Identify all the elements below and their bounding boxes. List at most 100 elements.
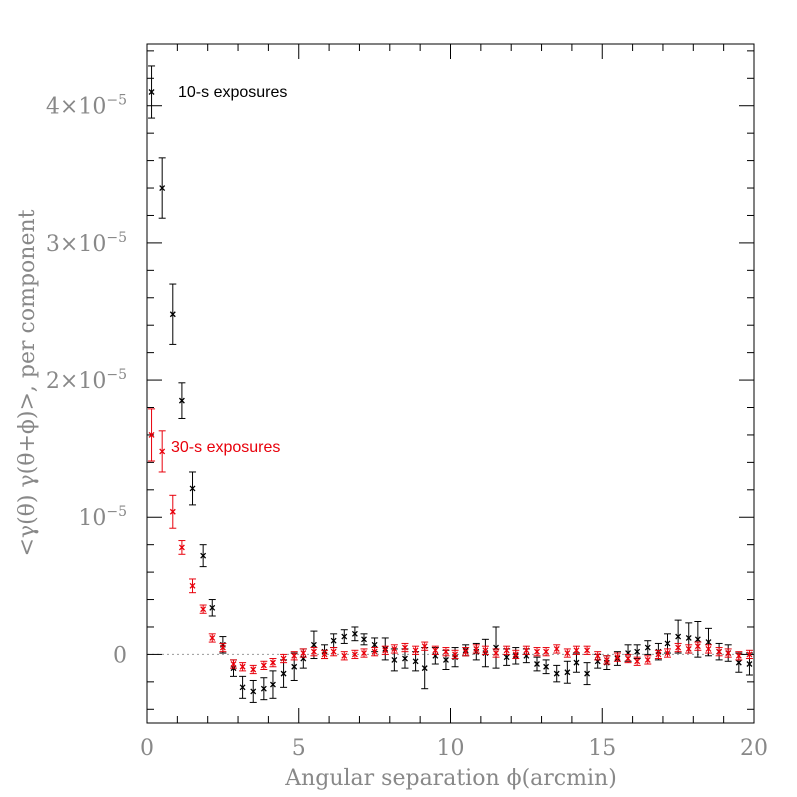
data-point [674, 642, 682, 653]
cross-marker [534, 648, 540, 655]
data-point [169, 494, 177, 529]
data-point [421, 641, 429, 651]
x-tick-label: 20 [740, 736, 768, 761]
cross-marker [634, 648, 641, 655]
data-point [321, 649, 329, 660]
data-point [583, 645, 591, 655]
cross-marker [200, 552, 207, 559]
cross-marker [564, 669, 571, 676]
data-point [269, 670, 277, 699]
cross-marker [432, 647, 439, 654]
y-tick-label: 0 [113, 643, 127, 668]
cross-marker [735, 652, 742, 659]
cross-marker [330, 637, 337, 644]
series-layer [148, 65, 753, 703]
data-point [603, 655, 611, 665]
x-tick-label: 0 [140, 736, 154, 761]
data-point [542, 659, 550, 675]
data-point [351, 626, 359, 642]
data-point [451, 649, 459, 660]
data-point [340, 629, 348, 644]
data-point [208, 599, 216, 617]
x-tick-label: 10 [437, 736, 465, 761]
data-point [260, 660, 268, 671]
data-point [249, 679, 257, 703]
data-point [633, 644, 641, 660]
data-point [745, 649, 753, 660]
data-point [299, 648, 307, 658]
cross-marker [330, 648, 337, 655]
annotation-10s: 10-s exposures [178, 84, 287, 101]
cross-marker [442, 656, 449, 663]
cross-marker [421, 665, 428, 672]
cross-marker [412, 658, 419, 665]
data-point [553, 644, 561, 654]
data-point [694, 641, 702, 651]
cross-marker [503, 654, 510, 661]
cross-marker [716, 648, 723, 655]
data-point [715, 647, 723, 657]
data-point [704, 644, 712, 654]
data-point [735, 651, 743, 661]
data-point [169, 283, 177, 345]
data-point [724, 648, 732, 658]
data-point [189, 578, 197, 594]
data-point [412, 645, 420, 655]
data-point [371, 647, 379, 657]
data-point [492, 626, 500, 669]
cross-marker [573, 659, 580, 666]
cross-marker [442, 648, 449, 655]
y-tick-label: 3×10−5 [46, 230, 127, 257]
cross-marker [705, 639, 712, 646]
cross-marker [644, 644, 651, 651]
data-point [239, 675, 247, 699]
data-point [553, 664, 561, 683]
cross-marker [209, 604, 216, 611]
cross-marker [503, 647, 510, 654]
cross-marker [250, 666, 257, 673]
cross-marker [735, 659, 742, 666]
cross-marker [391, 656, 398, 663]
cross-marker [269, 659, 276, 666]
cross-marker [725, 650, 732, 657]
cross-marker [625, 655, 632, 662]
data-point [249, 664, 257, 675]
cross-marker [310, 648, 317, 655]
cross-marker [291, 663, 298, 670]
cross-marker [655, 651, 662, 658]
data-point [472, 644, 480, 654]
cross-marker [634, 658, 641, 665]
data-point [390, 644, 398, 654]
cross-marker [361, 650, 367, 657]
data-point [481, 645, 489, 655]
cross-marker [664, 650, 671, 657]
cross-marker [371, 641, 378, 648]
cross-marker [260, 662, 267, 669]
cross-marker [189, 485, 196, 492]
cross-marker [230, 661, 237, 667]
cross-marker [421, 643, 428, 650]
cross-marker [603, 656, 610, 663]
data-point [492, 648, 500, 658]
cross-marker [685, 634, 692, 641]
data-point [533, 656, 541, 672]
data-point [219, 642, 227, 653]
cross-marker [310, 641, 317, 648]
cross-marker [280, 655, 287, 662]
y-tick-label: 4×10−5 [46, 93, 127, 120]
y-tick-label: 2×10−5 [46, 367, 127, 394]
axis-ticks [146, 44, 755, 723]
data-point [178, 382, 186, 419]
cross-marker [694, 643, 701, 650]
data-point [685, 644, 693, 654]
cross-marker [705, 645, 712, 652]
cross-marker [341, 652, 348, 659]
cross-marker [512, 651, 519, 658]
cross-marker [402, 644, 408, 651]
cross-marker [534, 661, 540, 667]
y-axis-label: <γ(θ) γ(θ+ϕ)>, per component [15, 209, 40, 556]
data-point [512, 649, 520, 660]
data-point [158, 157, 166, 219]
data-point [239, 662, 247, 672]
